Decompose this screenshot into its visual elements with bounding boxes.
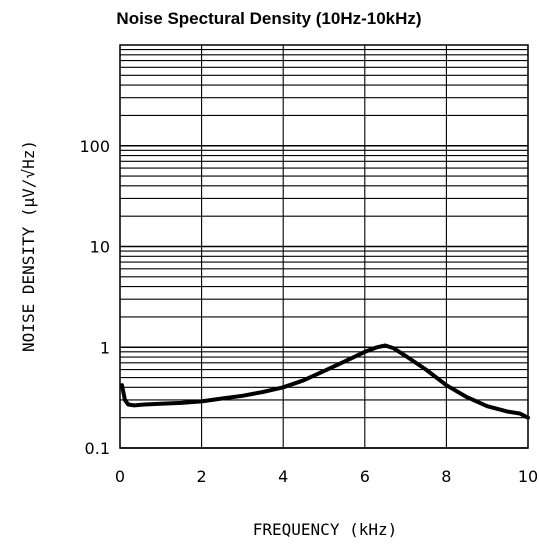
y-tick-label: 10	[90, 238, 110, 257]
grid-lines	[119, 45, 529, 449]
y-tick-label: 100	[79, 137, 110, 156]
y-tick-labels: 0.1 1 10 100	[79, 137, 110, 458]
x-tick-label: 8	[441, 467, 451, 486]
y-tick-label: 1	[100, 338, 110, 357]
x-tick-label: 2	[197, 467, 207, 486]
noise-density-curve	[120, 343, 530, 420]
x-tick-label: 6	[360, 467, 370, 486]
x-tick-labels: 0 2 4 6 8 10	[115, 467, 538, 486]
plot-frame	[119, 44, 529, 449]
x-tick-label: 0	[115, 467, 125, 486]
x-tick-label: 4	[278, 467, 288, 486]
y-axis-label: NOISE DENSITY (μV/√Hz)	[19, 140, 38, 352]
x-axis-label: FREQUENCY (kHz)	[253, 520, 398, 539]
chart-title: Noise Spectural Density (10Hz-10kHz)	[116, 9, 421, 28]
x-tick-label: 10	[518, 467, 538, 486]
y-tick-label: 0.1	[85, 439, 110, 458]
